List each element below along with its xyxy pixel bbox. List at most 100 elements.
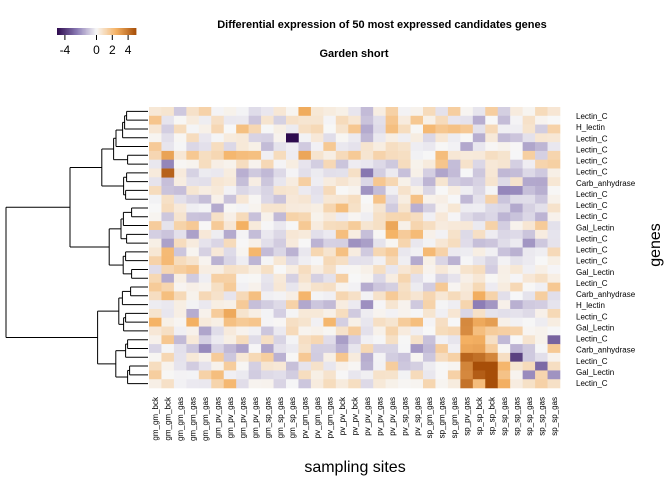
heatmap-cell	[447, 168, 461, 178]
heatmap-cell	[398, 133, 411, 143]
heatmap-cell	[398, 352, 411, 362]
heatmap-cell	[423, 273, 436, 283]
heatmap-cell	[410, 335, 424, 345]
heatmap-cell	[298, 361, 312, 371]
heatmap-cell	[385, 194, 399, 204]
legend-swatch	[116, 28, 118, 35]
heatmap-cell	[273, 370, 287, 380]
heatmap-cell	[298, 291, 312, 301]
heatmap-cell	[435, 150, 449, 160]
heatmap-cell	[385, 326, 399, 336]
heatmap-cell	[547, 256, 561, 266]
heatmap-cell	[385, 344, 399, 354]
heatmap-cell	[472, 177, 486, 187]
heatmap-cell	[149, 370, 162, 380]
heatmap-cell	[335, 335, 349, 345]
heatmap-cell	[298, 282, 312, 292]
heatmap-cell	[522, 361, 536, 371]
heatmap-cell	[385, 133, 399, 143]
heatmap-cells	[149, 107, 561, 389]
heatmap-cell	[348, 370, 362, 380]
heatmap-cell	[435, 194, 449, 204]
heatmap-cell	[198, 115, 212, 125]
heatmap-cell	[286, 107, 299, 117]
heatmap-cell	[348, 247, 362, 257]
heatmap-cell	[149, 273, 162, 283]
heatmap-cell	[161, 352, 175, 362]
heatmap-cell	[186, 273, 200, 283]
heatmap-cell	[547, 282, 561, 292]
color-legend: -4 0 2 4	[57, 28, 137, 57]
row-label: Lectin_C	[576, 357, 608, 366]
heatmap-cell	[211, 194, 225, 204]
heatmap-cell	[547, 344, 561, 354]
heatmap-cell	[485, 361, 499, 371]
heatmap-cell	[273, 186, 287, 196]
heatmap-cell	[273, 142, 287, 152]
legend-swatch	[118, 28, 121, 35]
heatmap-cell	[186, 124, 200, 134]
heatmap-cell	[435, 212, 449, 222]
heatmap-cell	[273, 194, 287, 204]
heatmap-cell	[410, 221, 424, 231]
heatmap-cell	[335, 273, 349, 283]
heatmap-cell	[547, 107, 561, 117]
heatmap-cell	[186, 370, 200, 380]
heatmap-cell	[410, 317, 424, 327]
heatmap-cell	[223, 282, 237, 292]
heatmap-cell	[385, 379, 399, 389]
heatmap-cell	[261, 168, 274, 178]
heatmap-cell	[335, 379, 349, 389]
heatmap-cell	[360, 159, 374, 169]
heatmap-cell	[173, 308, 187, 319]
heatmap-cell	[535, 133, 548, 143]
heatmap-cell	[161, 186, 175, 196]
row-label: Lectin_C	[576, 379, 608, 388]
column-label: pv_sp_gas	[413, 397, 422, 436]
heatmap-cell	[248, 124, 262, 134]
heatmap-cell	[447, 194, 461, 204]
heatmap-cell	[198, 361, 212, 371]
heatmap-cell	[547, 326, 561, 336]
heatmap-cell	[423, 370, 436, 380]
heatmap-cell	[360, 247, 374, 257]
column-label: gm_pv_gas	[214, 397, 223, 438]
heatmap-cell	[186, 344, 200, 354]
heatmap-cell	[535, 221, 548, 231]
row-label: Lectin_C	[576, 335, 608, 344]
heatmap-cell	[186, 150, 200, 160]
heatmap-cell	[298, 212, 312, 222]
heatmap-cell	[522, 150, 536, 160]
heatmap-cell	[236, 142, 249, 152]
heatmap-cell	[348, 335, 362, 345]
legend-swatch	[108, 28, 111, 35]
heatmap-cell	[472, 194, 486, 204]
heatmap-cell	[286, 150, 299, 160]
heatmap-cell	[161, 273, 175, 283]
heatmap-cell	[460, 317, 474, 327]
heatmap-cell	[460, 282, 474, 292]
heatmap-cell	[535, 317, 548, 327]
heatmap-cell	[198, 300, 212, 310]
heatmap-cell	[510, 282, 523, 292]
heatmap-cell	[435, 247, 449, 257]
heatmap-cell	[497, 212, 511, 222]
heatmap-cell	[522, 370, 536, 380]
heatmap-cell	[447, 282, 461, 292]
heatmap-cell	[547, 221, 561, 231]
column-label: sp_gm_gas	[438, 397, 447, 438]
heatmap-cell	[472, 221, 486, 231]
heatmap-cell	[161, 308, 175, 319]
heatmap-cell	[385, 186, 399, 196]
heatmap-cell	[248, 247, 262, 257]
heatmap-cell	[460, 168, 474, 178]
heatmap-cell	[323, 344, 337, 354]
heatmap-cell	[535, 282, 548, 292]
row-label: Lectin_C	[576, 190, 608, 199]
heatmap-cell	[236, 107, 249, 117]
heatmap-cell	[373, 133, 386, 143]
heatmap-cell	[373, 379, 386, 389]
heatmap-cell	[286, 177, 299, 187]
heatmap-cell	[161, 370, 175, 380]
heatmap-cell	[522, 142, 536, 152]
